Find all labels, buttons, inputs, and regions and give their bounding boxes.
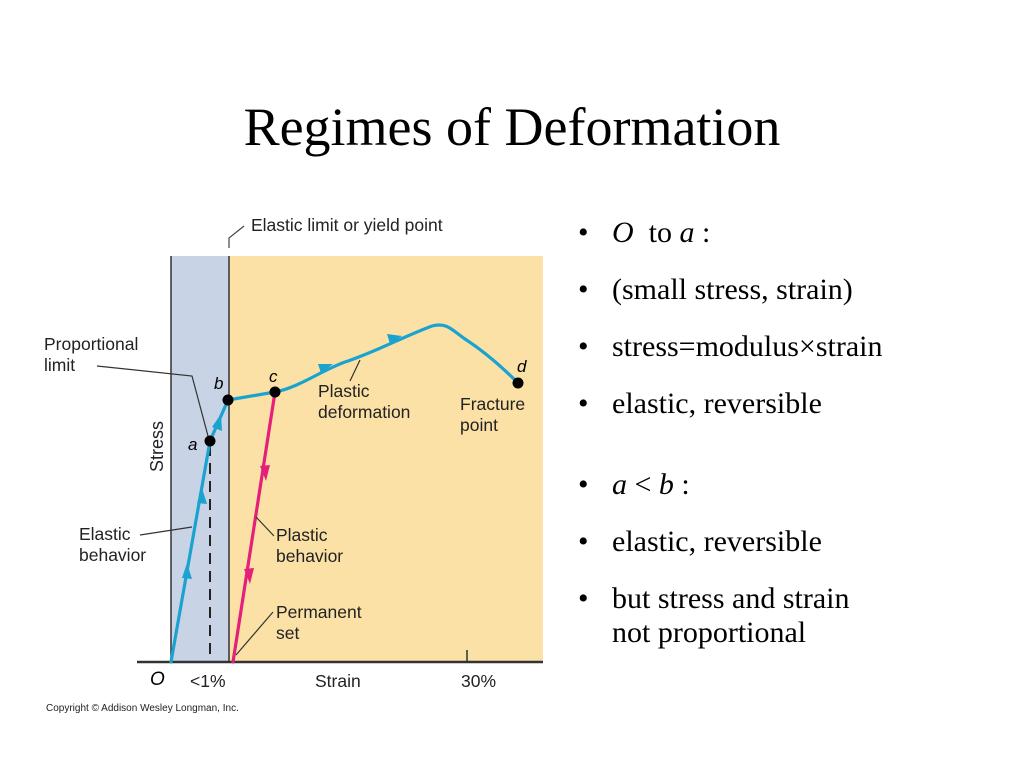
permanent-set-leader xyxy=(235,611,274,656)
arrow-elastic-3 xyxy=(212,414,222,431)
bullet-list: O to a : (small stress, strain) stress=m… xyxy=(572,216,1012,673)
bullet-not-proportional: but stress and strain not proportional xyxy=(572,582,1012,650)
stress-strain-diagram: Elastic limit or yield point a b c d Pro… xyxy=(44,215,543,691)
arrow-unload-1 xyxy=(260,465,270,481)
plastic-deformation-line2: deformation xyxy=(318,402,410,422)
fracture-point-line2: point xyxy=(460,415,498,435)
bullet-colon-2: : xyxy=(681,468,690,501)
plastic-deformation-leader xyxy=(349,359,361,382)
plastic-deformation-label: Plastic deformation xyxy=(318,381,410,422)
proportional-limit-label: Proportional limit xyxy=(44,334,143,375)
yield-label: Elastic limit or yield point xyxy=(251,215,443,235)
bullet-a-less-b: a < b : xyxy=(572,468,1012,502)
x-axis-label: Strain xyxy=(315,671,361,691)
bullet-a-symbol: a xyxy=(679,216,695,249)
plastic-behavior-leader xyxy=(255,516,275,537)
unloading-line xyxy=(231,390,277,664)
bullet-not-proportional-line1: but stress and strain xyxy=(612,582,850,615)
bullet-to-word: to xyxy=(648,216,673,249)
arrow-plastic-1 xyxy=(318,364,333,373)
arrow-plastic-2 xyxy=(387,334,402,344)
y-axis-label: Stress xyxy=(147,421,167,472)
tick-30pct-label: 30% xyxy=(461,671,496,691)
copyright-notice: Copyright © Addison Wesley Longman, Inc. xyxy=(46,703,239,714)
plastic-region xyxy=(229,256,543,662)
plastic-behavior-label: Plastic behavior xyxy=(276,525,343,566)
plastic-behavior-line2: behavior xyxy=(276,546,343,566)
elastic-behavior-label: Elastic behavior xyxy=(79,524,146,565)
bullet-colon: : xyxy=(702,216,711,249)
permanent-set-line2: set xyxy=(276,623,299,643)
point-c-label: c xyxy=(269,367,278,386)
bullet-o-symbol: O xyxy=(612,216,634,249)
point-a-label: a xyxy=(188,435,197,454)
permanent-set-line1: Permanent xyxy=(276,602,362,622)
elastic-region xyxy=(171,256,229,662)
arrow-unload-2 xyxy=(244,568,254,584)
bullet-elastic-reversible-2: elastic, reversible xyxy=(572,525,1012,559)
bullet-not-proportional-line2: not proportional xyxy=(612,616,807,649)
proportional-limit-line2: limit xyxy=(44,355,75,375)
bullet-lt-symbol: < xyxy=(634,468,652,501)
arrow-elastic-1 xyxy=(182,563,192,579)
point-c-dot xyxy=(269,386,281,398)
bullet-a2-symbol: a xyxy=(612,468,627,501)
yield-label-leader xyxy=(228,225,245,248)
elastic-behavior-line1: Elastic xyxy=(79,524,131,544)
origin-label: O xyxy=(150,669,165,690)
permanent-set-label: Permanent set xyxy=(276,602,366,643)
fracture-point-label: Fracture point xyxy=(460,394,530,435)
fracture-point-line1: Fracture xyxy=(460,394,525,414)
elastic-behavior-line2: behavior xyxy=(79,545,146,565)
plastic-deformation-line1: Plastic xyxy=(318,381,370,401)
elastic-behavior-leader xyxy=(139,526,193,536)
proportional-limit-leader xyxy=(96,365,209,437)
bullet-elastic-reversible-1: elastic, reversible xyxy=(572,387,1012,421)
point-b-label: b xyxy=(214,374,223,393)
point-b-dot xyxy=(222,394,234,406)
slide-title: Regimes of Deformation xyxy=(243,97,781,157)
proportional-limit-line1: Proportional xyxy=(44,334,138,354)
tick-1pct-label: <1% xyxy=(190,671,226,691)
loading-curve xyxy=(169,323,520,664)
point-d-dot xyxy=(512,377,524,389)
arrow-elastic-2 xyxy=(197,488,207,504)
bullet-b-symbol: b xyxy=(658,468,674,501)
point-d-label: d xyxy=(517,357,527,376)
bullet-small-stress: (small stress, strain) xyxy=(572,273,1012,307)
point-a-dot xyxy=(204,435,216,447)
bullet-stress-modulus: stress=modulus×strain xyxy=(572,330,1012,364)
plastic-behavior-line1: Plastic xyxy=(276,525,328,545)
bullet-o-to-a: O to a : xyxy=(572,216,1012,250)
